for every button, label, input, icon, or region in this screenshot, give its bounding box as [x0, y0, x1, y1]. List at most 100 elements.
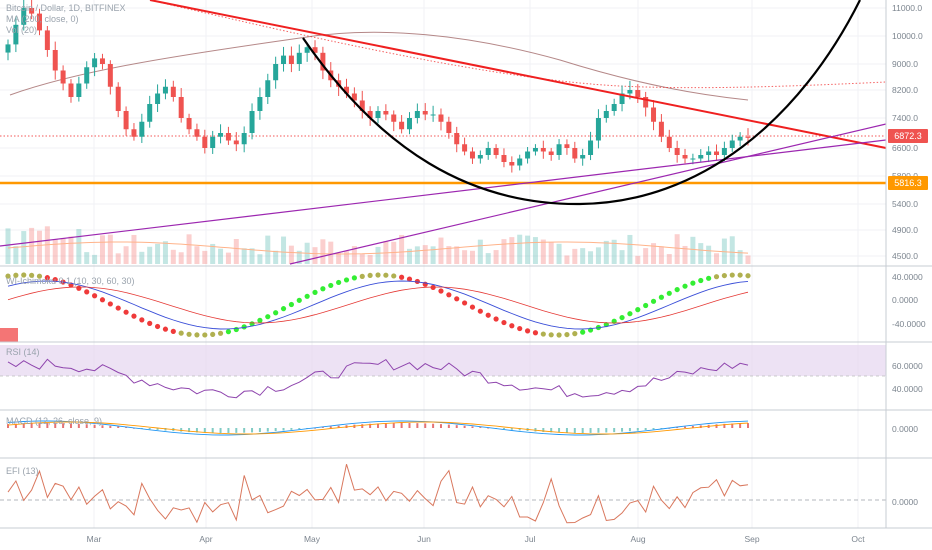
- ichimoku-legend[interactable]: WI-Ichimoku 0.1 (10, 30, 60, 30): [6, 276, 135, 286]
- price-axis[interactable]: 11000.0 10000.0 9000.0 8200.0 7400.0 6600.0 58…: [892, 3, 926, 507]
- ichimoku-dot: [580, 329, 586, 335]
- candle-body: [123, 111, 129, 130]
- volume-bar: [462, 250, 468, 264]
- candle-body: [344, 86, 350, 94]
- ichimoku-dot: [682, 283, 688, 289]
- volume-bar: [674, 234, 680, 264]
- time-axis[interactable]: Mar Apr May Jun Jul Aug Sep Oct: [87, 534, 866, 544]
- ichimoku-dot: [233, 326, 239, 333]
- candle-body: [29, 8, 35, 14]
- candle-body: [682, 155, 688, 159]
- candle-body: [320, 52, 326, 71]
- efi-pane: [0, 464, 886, 524]
- rsi-legend[interactable]: RSI (14): [6, 347, 40, 357]
- volume-bars: [5, 226, 751, 264]
- volume-bar: [123, 246, 129, 264]
- ichimoku-dot: [273, 310, 279, 316]
- ichimoku-tenkan: [7, 280, 749, 330]
- candle-body: [131, 129, 137, 137]
- ichimoku-dot: [225, 329, 232, 335]
- volume-bar: [249, 248, 255, 264]
- volume-bar: [281, 236, 287, 264]
- volume-bar: [658, 246, 664, 264]
- volume-bar: [328, 241, 334, 264]
- pane-tick-label: -40.0000: [892, 319, 926, 329]
- macd-legend[interactable]: MACD (12, 26, close, 9): [6, 416, 103, 426]
- candle-body: [155, 93, 161, 104]
- pane-tick-label: 0.0000: [892, 424, 918, 434]
- volume-bar: [194, 246, 200, 264]
- ichimoku-dot: [217, 330, 224, 336]
- macd-pane: [7, 420, 749, 436]
- macd-histogram-bar: [93, 424, 96, 428]
- macd-histogram-bar: [298, 428, 301, 430]
- volume-bar: [666, 254, 672, 264]
- candle-body: [257, 97, 263, 111]
- volume-bar: [446, 246, 452, 264]
- ichimoku-dot: [658, 294, 665, 300]
- macd-histogram-bar: [424, 423, 427, 428]
- candle-body: [265, 80, 271, 97]
- volume-bar: [469, 250, 475, 264]
- candle-body: [36, 13, 42, 31]
- efi-line: [7, 464, 749, 524]
- price-tick-label: 9000.0: [892, 59, 918, 69]
- symbol-legend[interactable]: Bitcoin / Dollar, 1D, BITFINEX MA (200, …: [6, 3, 126, 36]
- macd-histogram-bar: [408, 423, 411, 428]
- efi-legend[interactable]: EFI (13): [6, 466, 39, 476]
- macd-histogram-bar: [227, 428, 230, 433]
- volume-legend[interactable]: Vol (20): [6, 25, 38, 35]
- ichimoku-dot: [170, 328, 176, 334]
- volume-bar: [501, 239, 507, 264]
- macd-histogram-bar: [392, 423, 395, 428]
- ichimoku-dot: [635, 307, 641, 313]
- macd-histogram-bar: [117, 426, 120, 428]
- macd-histogram-bar: [439, 424, 442, 428]
- candle-body: [60, 70, 66, 84]
- macd-histogram-bar: [290, 428, 293, 430]
- macd-histogram-bar: [613, 428, 616, 433]
- volume-bar: [564, 255, 570, 264]
- candle-body: [446, 121, 452, 133]
- candle-body: [44, 30, 50, 50]
- candle-body: [296, 52, 302, 64]
- candle-body: [359, 100, 365, 111]
- time-tick-label: Oct: [851, 534, 865, 544]
- ichimoku-dot: [706, 275, 712, 281]
- macd-histogram-bar: [628, 428, 631, 432]
- volume-bar: [603, 240, 609, 264]
- candle-body: [249, 111, 255, 133]
- candle-body: [76, 83, 82, 97]
- symbol-title[interactable]: Bitcoin / Dollar, 1D, BITFINEX: [6, 3, 126, 13]
- ichimoku-dot: [194, 332, 200, 338]
- candle-body: [178, 97, 184, 118]
- ichimoku-dot: [210, 331, 216, 338]
- candle-body: [68, 83, 74, 97]
- ichimoku-dot: [713, 274, 720, 280]
- volume-bar: [76, 229, 82, 264]
- ichimoku-dot: [115, 305, 121, 311]
- candle-body: [170, 86, 176, 97]
- macd-histogram-bar: [38, 423, 41, 428]
- rsi-band: [0, 345, 886, 376]
- ichimoku-dot: [312, 289, 318, 295]
- candlestick-series[interactable]: [5, 0, 751, 173]
- ichimoku-dot: [643, 302, 649, 309]
- ichimoku-dot: [461, 300, 468, 306]
- macd-histogram-bar: [416, 423, 419, 428]
- time-tick-label: May: [304, 534, 321, 544]
- macd-histogram-bar: [54, 423, 57, 428]
- volume-bar: [477, 239, 483, 264]
- macd-histogram-bar: [747, 423, 749, 428]
- ichimoku-dot: [21, 272, 27, 278]
- ma-legend[interactable]: MA (200, close, 0): [6, 14, 79, 24]
- volume-ma-line: [7, 241, 749, 255]
- ichimoku-dot: [698, 277, 704, 284]
- candle-body: [698, 155, 704, 159]
- time-tick-label: Apr: [199, 534, 212, 544]
- ichimoku-dot: [304, 293, 310, 299]
- ichimoku-dot: [383, 272, 389, 278]
- candle-body: [485, 148, 491, 155]
